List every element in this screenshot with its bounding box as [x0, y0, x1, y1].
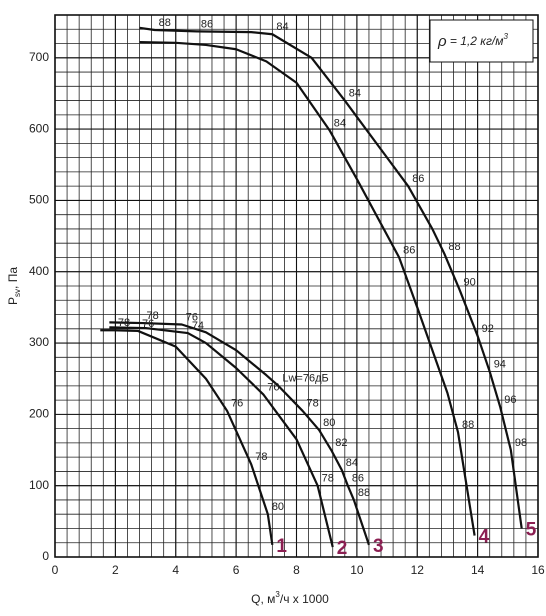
x-tick-label: 6 [233, 563, 240, 577]
x-tick-label: 14 [471, 563, 485, 577]
point-label: 88 [462, 419, 474, 431]
curve [109, 326, 334, 548]
y-tick-label: 600 [29, 121, 49, 135]
y-label-rest: , Па [6, 267, 20, 289]
point-label: 74 [192, 320, 204, 332]
annotation-box [429, 19, 534, 63]
point-label: 86 [403, 244, 415, 256]
curve [139, 41, 476, 536]
point-label: 84 [349, 87, 361, 99]
point-label: 98 [515, 437, 527, 449]
point-label: 86 [352, 473, 364, 485]
y-tick-label: 300 [29, 335, 49, 349]
x-tick-label: 0 [52, 563, 59, 577]
annotation: ρ = 1,2 кг/м3 [437, 32, 508, 50]
curve [109, 321, 370, 546]
point-label: 88 [448, 241, 460, 253]
point-label: 88 [358, 487, 370, 499]
y-tick-label: 200 [29, 407, 49, 421]
x-tick-label: 16 [531, 563, 545, 577]
point-label: 78 [147, 310, 159, 322]
point-label: Lw=76дБ [282, 373, 328, 385]
y-tick-label: 500 [29, 193, 49, 207]
x-label-rest: /ч x 1000 [280, 592, 329, 606]
point-label: 94 [494, 358, 506, 370]
series-label: 4 [479, 527, 490, 548]
point-label: 90 [464, 276, 476, 288]
series-label: 5 [526, 519, 537, 540]
point-label: 92 [482, 323, 494, 335]
x-tick-label: 2 [112, 563, 119, 577]
series-label: 3 [373, 536, 384, 557]
point-label: 80 [323, 417, 335, 429]
annotation-sup: 3 [503, 32, 508, 41]
y-tick-label: 0 [42, 549, 49, 563]
annotation-symbol: ρ [437, 33, 447, 50]
y-label-sub: sv [13, 289, 22, 297]
curves [100, 26, 523, 548]
x-tick-label: 12 [411, 563, 425, 577]
point-label: 84 [276, 21, 288, 33]
point-label: 80 [272, 501, 284, 513]
point-label: 82 [335, 437, 347, 449]
x-tick-label: 10 [350, 563, 364, 577]
point-label: 78 [255, 451, 267, 463]
point-label: 86 [412, 173, 424, 185]
point-label: 88 [159, 17, 171, 29]
point-label: 78 [322, 473, 334, 485]
point-label: 84 [334, 117, 346, 129]
point-label: 96 [504, 394, 516, 406]
point-label: 76 [267, 381, 279, 393]
curve [100, 329, 274, 546]
curve [139, 26, 523, 529]
y-tick-label: 100 [29, 478, 49, 492]
y-tick-label: 700 [29, 50, 49, 64]
x-axis-label: Q, м3/ч x 1000 [251, 590, 329, 606]
x-tick-label: 4 [172, 563, 179, 577]
series-label: 2 [337, 538, 348, 559]
x-tick-label: 8 [293, 563, 300, 577]
y-tick-label: 400 [29, 264, 49, 278]
point-label: 86 [201, 18, 213, 30]
point-label: 76 [142, 318, 154, 330]
y-label-main: P [6, 297, 20, 305]
point-label: 76 [186, 311, 198, 323]
point-label: 76 [231, 398, 243, 410]
point-label: 78 [118, 317, 130, 329]
x-label-main: Q, м [251, 592, 275, 606]
point-label: 78 [307, 398, 319, 410]
series-label: 1 [276, 536, 287, 557]
plot-frame [54, 14, 539, 558]
y-axis-label: Psv, Па [6, 267, 22, 305]
point-label: 84 [346, 457, 358, 469]
x-label-sup: 3 [275, 590, 280, 599]
annotation-text: = 1,2 кг/м [447, 34, 504, 48]
